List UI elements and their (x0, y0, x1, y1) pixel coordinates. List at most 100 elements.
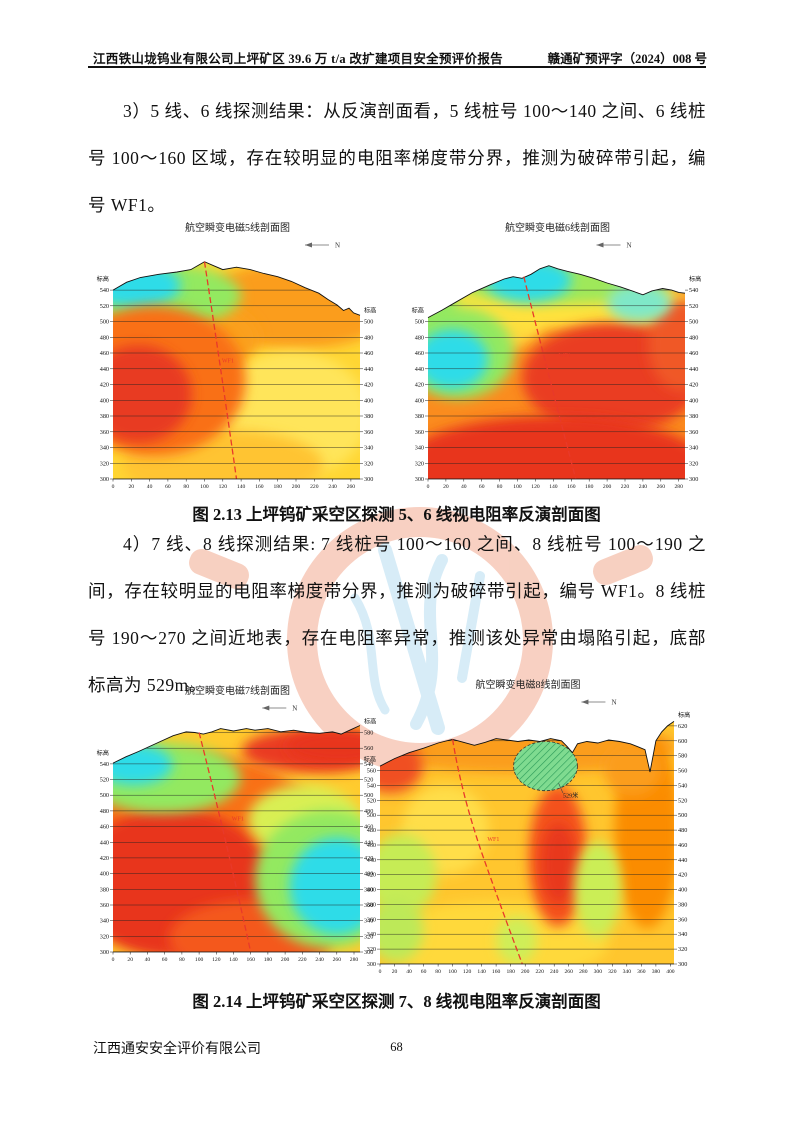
svg-text:120: 120 (219, 484, 228, 490)
svg-text:160: 160 (255, 484, 264, 490)
svg-text:360: 360 (100, 902, 109, 909)
svg-text:320: 320 (689, 460, 698, 467)
svg-text:180: 180 (585, 484, 594, 490)
svg-text:520: 520 (364, 777, 373, 784)
svg-text:440: 440 (100, 366, 109, 373)
svg-text:300: 300 (100, 949, 109, 956)
svg-text:340: 340 (364, 445, 373, 452)
svg-text:480: 480 (689, 334, 698, 341)
svg-text:0: 0 (112, 957, 115, 963)
panel-title-line6: 航空瞬变电磁6线剖面图 (505, 223, 610, 234)
svg-text:WF1: WF1 (222, 359, 234, 365)
svg-text:标高: 标高 (364, 307, 376, 315)
svg-text:540: 540 (689, 287, 698, 294)
svg-text:440: 440 (364, 839, 373, 846)
svg-text:320: 320 (367, 946, 376, 953)
svg-text:标高: 标高 (97, 749, 109, 757)
svg-text:340: 340 (415, 445, 424, 452)
svg-text:320: 320 (100, 933, 109, 940)
svg-text:320: 320 (100, 460, 109, 467)
svg-text:180: 180 (507, 969, 516, 975)
svg-text:20: 20 (443, 484, 449, 490)
svg-text:420: 420 (367, 872, 376, 879)
svg-text:320: 320 (364, 460, 373, 467)
svg-text:300: 300 (364, 476, 373, 483)
svg-text:0: 0 (427, 484, 430, 490)
svg-text:180: 180 (264, 957, 273, 963)
svg-text:380: 380 (364, 413, 373, 420)
svg-text:460: 460 (678, 842, 687, 849)
svg-text:440: 440 (689, 366, 698, 373)
svg-text:40: 40 (147, 484, 153, 490)
figure-2-14-panel-line7: 航空瞬变电磁7线剖面图 WF1 540 520 500 480 460 440 420 400 3… (85, 682, 390, 970)
svg-text:40: 40 (145, 957, 151, 963)
svg-text:529米: 529米 (563, 791, 578, 799)
svg-text:120: 120 (212, 957, 221, 963)
doc-number: 赣通矿预评字（2024）008 号 (547, 52, 707, 66)
svg-text:360: 360 (364, 429, 373, 436)
svg-text:标高: 标高 (364, 756, 376, 764)
svg-text:0: 0 (379, 969, 382, 975)
section-plot-svg: WF15405205004804604404204003803603403203… (97, 242, 377, 491)
svg-text:500: 500 (100, 319, 109, 326)
svg-text:140: 140 (549, 484, 558, 490)
svg-text:240: 240 (315, 957, 324, 963)
figure-2-13-panel-line5: 航空瞬变电磁5线剖面图 WF1 540 520 500 480 460 440 420 400 3… (85, 219, 390, 497)
svg-text:140: 140 (229, 957, 238, 963)
svg-text:380: 380 (652, 969, 661, 975)
svg-text:300: 300 (594, 969, 603, 975)
svg-text:380: 380 (100, 413, 109, 420)
svg-text:460: 460 (689, 350, 698, 357)
figure-2-14-panel-line8: 航空瞬变电磁8线剖面图 WF1 529米 560 540 520 500 480 460 440… (352, 676, 704, 982)
svg-text:100: 100 (195, 957, 204, 963)
section-plot-svg: WF15405205004804604404204003803603403203… (97, 705, 377, 964)
figure-2-14-caption: 图 2.14 上坪钨矿采空区探测 7、8 线视电阻率反演剖面图 (192, 992, 601, 1011)
svg-text:WF1: WF1 (487, 837, 499, 843)
paragraph-lines-7-8: 4）7 线、8 线探测结果: 7 线桩号 100～160 之间、8 线桩号 10… (88, 534, 706, 695)
svg-text:620: 620 (678, 723, 687, 730)
svg-text:WF1: WF1 (559, 353, 571, 359)
svg-text:560: 560 (364, 745, 373, 752)
svg-text:200: 200 (292, 484, 301, 490)
svg-text:300: 300 (367, 961, 376, 968)
svg-text:200: 200 (521, 969, 530, 975)
report-title: 江西铁山垅钨业有限公司上坪矿区 39.6 万 t/a 改扩建项目安全预评价报告 (93, 52, 503, 66)
svg-text:40: 40 (406, 969, 412, 975)
svg-text:40: 40 (461, 484, 467, 490)
svg-text:400: 400 (100, 871, 109, 878)
svg-text:300: 300 (100, 476, 109, 483)
svg-text:280: 280 (350, 957, 359, 963)
svg-text:240: 240 (328, 484, 337, 490)
svg-text:500: 500 (678, 812, 687, 819)
svg-text:100: 100 (448, 969, 457, 975)
svg-text:20: 20 (127, 957, 133, 963)
svg-text:80: 80 (497, 484, 503, 490)
panel-title-line5: 航空瞬变电磁5线剖面图 (185, 223, 290, 234)
svg-text:580: 580 (364, 730, 373, 737)
svg-text:360: 360 (678, 916, 687, 923)
svg-text:440: 440 (415, 366, 424, 373)
svg-text:220: 220 (621, 484, 630, 490)
svg-text:WF1: WF1 (232, 816, 244, 822)
svg-text:60: 60 (479, 484, 485, 490)
svg-text:260: 260 (657, 484, 666, 490)
svg-text:480: 480 (367, 827, 376, 834)
north-arrow: N (262, 705, 297, 713)
svg-text:400: 400 (364, 871, 373, 878)
svg-text:500: 500 (689, 319, 698, 326)
svg-text:300: 300 (689, 476, 698, 483)
svg-text:480: 480 (100, 808, 109, 815)
svg-text:320: 320 (415, 460, 424, 467)
svg-text:标高: 标高 (678, 711, 690, 719)
svg-text:400: 400 (666, 969, 675, 975)
svg-text:360: 360 (415, 429, 424, 436)
svg-text:20: 20 (129, 484, 135, 490)
svg-text:440: 440 (367, 857, 376, 864)
svg-text:340: 340 (678, 931, 687, 938)
svg-text:500: 500 (364, 792, 373, 799)
svg-text:N: N (292, 705, 297, 713)
svg-text:360: 360 (364, 902, 373, 909)
svg-text:340: 340 (623, 969, 632, 975)
svg-text:220: 220 (310, 484, 319, 490)
